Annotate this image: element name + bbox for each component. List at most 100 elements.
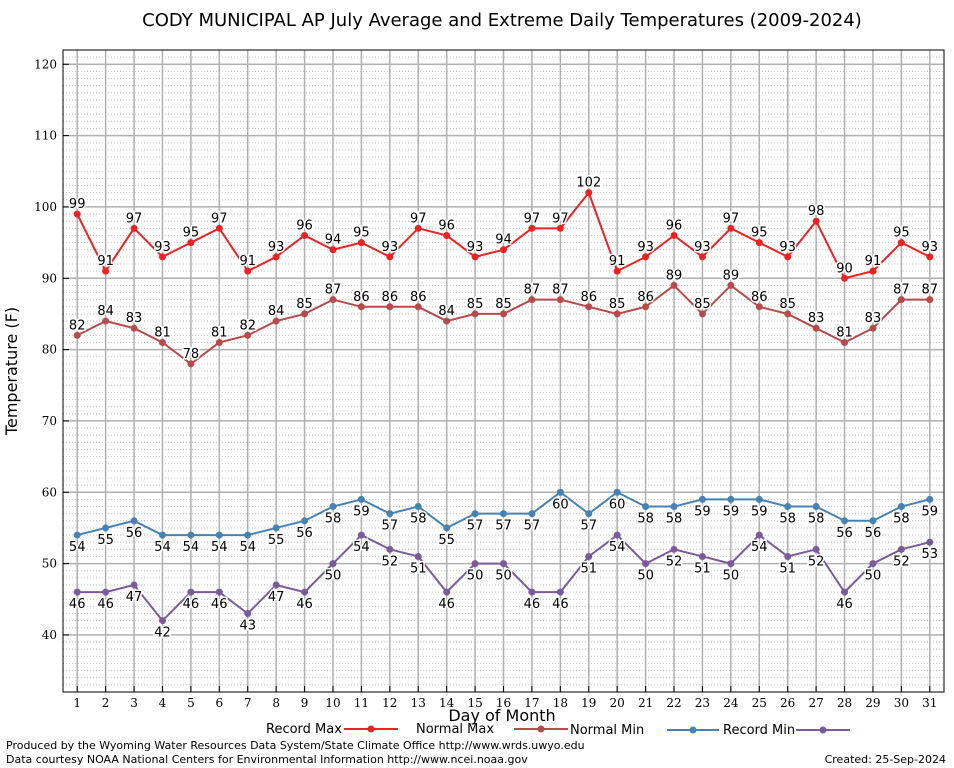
data-point (812, 324, 820, 332)
data-label: 46 (296, 597, 313, 612)
data-point (556, 488, 564, 496)
data-point (244, 267, 252, 275)
data-point (73, 210, 81, 218)
data-label: 52 (382, 554, 399, 569)
data-point (869, 560, 877, 568)
data-point (386, 545, 394, 553)
data-label: 81 (154, 325, 171, 340)
data-point (443, 588, 451, 596)
data-label: 59 (922, 504, 939, 519)
data-point (727, 224, 735, 232)
data-point (698, 552, 706, 560)
data-point (727, 560, 735, 568)
data-label: 53 (922, 547, 939, 562)
legend-marker (689, 726, 697, 734)
data-point (585, 510, 593, 518)
data-label: 82 (239, 318, 256, 333)
data-label: 78 (183, 347, 200, 362)
data-label: 46 (183, 597, 200, 612)
data-label: 93 (268, 240, 285, 255)
data-label: 86 (751, 290, 768, 305)
data-label: 59 (694, 504, 711, 519)
data-point (215, 338, 223, 346)
data-label: 54 (211, 540, 228, 555)
legend-marker (367, 725, 375, 733)
data-label: 57 (524, 519, 541, 534)
data-label: 56 (126, 526, 143, 541)
x-tick-label: 11 (354, 696, 369, 710)
data-point (500, 560, 507, 568)
data-label: 55 (97, 533, 114, 548)
data-label: 46 (211, 597, 228, 612)
data-label: 85 (495, 297, 512, 312)
data-label: 54 (183, 540, 200, 555)
data-label: 84 (438, 304, 455, 319)
x-tick-label: 24 (723, 696, 739, 710)
legend-label: Normal Max (416, 722, 494, 737)
data-point (727, 495, 735, 503)
data-point (869, 267, 877, 275)
data-label: 81 (836, 325, 853, 340)
data-point (272, 253, 280, 261)
data-label: 86 (580, 290, 597, 305)
data-point (784, 552, 792, 560)
data-label: 84 (97, 304, 114, 319)
data-point (613, 267, 621, 275)
data-point (301, 517, 309, 525)
data-point (329, 296, 337, 304)
data-point (301, 310, 309, 318)
x-axis-label: Day of Month (448, 706, 555, 725)
data-point (329, 560, 337, 568)
y-tick-label: 100 (34, 200, 57, 214)
data-label: 51 (410, 561, 427, 576)
data-point (73, 331, 81, 339)
data-point (244, 331, 252, 339)
data-label: 52 (666, 554, 683, 569)
data-label: 82 (69, 318, 86, 333)
data-point (272, 524, 280, 532)
data-point (841, 274, 849, 282)
x-tick-label: 28 (837, 696, 852, 710)
data-label: 51 (779, 561, 796, 576)
data-point (642, 303, 650, 311)
data-point (386, 253, 394, 261)
data-label: 93 (467, 240, 484, 255)
data-point (698, 495, 706, 503)
data-point (926, 253, 934, 261)
data-label: 96 (296, 218, 313, 233)
data-point (841, 338, 849, 346)
data-label: 56 (865, 526, 882, 541)
data-point (812, 503, 820, 511)
data-point (215, 531, 223, 539)
data-point (130, 224, 138, 232)
data-label: 89 (666, 268, 683, 283)
data-label: 58 (325, 512, 342, 527)
data-point (642, 253, 650, 261)
data-label: 59 (751, 504, 768, 519)
x-tick-label: 27 (808, 696, 823, 710)
x-tick-label: 26 (780, 696, 795, 710)
x-tick-label: 4 (159, 696, 167, 710)
data-point (187, 360, 195, 368)
x-tick-label: 1 (73, 696, 81, 710)
data-point (357, 495, 365, 503)
data-label: 46 (438, 597, 455, 612)
data-label: 51 (694, 561, 711, 576)
data-label: 46 (69, 597, 86, 612)
data-point (187, 239, 195, 247)
data-point (528, 224, 536, 232)
data-point (158, 338, 166, 346)
x-tick-label: 13 (411, 696, 426, 710)
data-label: 91 (609, 254, 626, 269)
x-tick-label: 18 (553, 696, 568, 710)
data-label: 87 (325, 283, 342, 298)
data-label: 58 (410, 512, 427, 527)
data-point (613, 488, 621, 496)
data-point (698, 310, 706, 318)
data-point (73, 531, 81, 539)
data-label: 54 (239, 540, 256, 555)
data-label: 59 (723, 504, 740, 519)
data-label: 57 (580, 519, 597, 534)
y-tick-label: 40 (42, 628, 57, 642)
data-label: 60 (609, 497, 626, 512)
